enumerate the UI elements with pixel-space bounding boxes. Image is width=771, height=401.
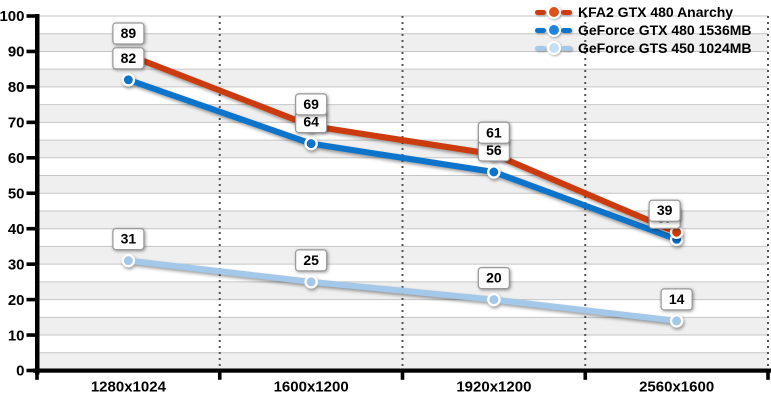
- value-label-geforce-gts-450-1024mb-2560x1600: 14: [660, 288, 693, 311]
- value-label-kfa2-gtx-480-anarchy-1280x1024: 89: [112, 22, 145, 45]
- y-tick-label: 90: [8, 44, 25, 61]
- y-tick-label: 30: [8, 256, 25, 273]
- value-label-text: 56: [486, 142, 502, 158]
- legend-item-geforce-gts-450-1024mb: GeForce GTS 450 1024MB: [535, 39, 752, 57]
- value-label-geforce-gtx-480-1536mb-1280x1024: 82: [112, 47, 145, 70]
- legend-label: KFA2 GTX 480 Anarchy: [578, 4, 734, 20]
- value-label-kfa2-gtx-480-anarchy-1920x1200: 61: [477, 121, 510, 144]
- value-label-geforce-gtx-480-1536mb-1600x1200: 64: [295, 111, 328, 134]
- x-tick: [583, 372, 588, 380]
- value-label-box: [660, 288, 693, 311]
- legend-line-dot-icon: [535, 5, 572, 20]
- y-tick: [26, 49, 35, 54]
- y-tick-label: 50: [8, 185, 25, 202]
- y-tick: [26, 85, 35, 89]
- data-point-geforce-gts-450-1024mb-1280x1024: [121, 253, 136, 268]
- x-tick-label: 1600x1200: [274, 379, 349, 396]
- legend-item-kfa2-gtx-480-anarchy: KFA2 GTX 480 Anarchy: [535, 3, 752, 21]
- value-label-box: [112, 22, 145, 45]
- x-tick: [35, 372, 39, 380]
- y-tick-label: 70: [8, 115, 25, 132]
- y-tick-label: 80: [8, 79, 25, 96]
- data-point-geforce-gts-450-1024mb-2560x1600: [669, 314, 684, 328]
- legend-line-dot-icon: [535, 41, 572, 56]
- value-label-box: [648, 199, 681, 222]
- data-point-geforce-gts-450-1024mb-1600x1200: [304, 275, 318, 289]
- grid-band: [37, 352, 768, 371]
- x-tick: [217, 372, 222, 380]
- y-tick: [26, 262, 35, 266]
- value-label-box: [295, 249, 328, 272]
- data-point-geforce-gtx-480-1536mb-1280x1024: [121, 73, 136, 87]
- x-tick: [766, 372, 770, 380]
- x-tick-label: 1280x1024: [91, 379, 167, 396]
- value-label-box: [477, 267, 510, 290]
- y-tick: [26, 226, 35, 231]
- value-label-text: 82: [121, 50, 137, 66]
- y-tick-label: 40: [8, 221, 25, 238]
- series-geforce-gts-450-1024mb: [121, 253, 684, 328]
- value-label-geforce-gts-450-1024mb-1280x1024: 31: [112, 228, 145, 251]
- value-label-text: 39: [657, 202, 673, 218]
- value-label-text: 20: [486, 270, 502, 286]
- grid-band: [37, 317, 768, 336]
- series-line-geforce-gtx-480-1536mb: [125, 76, 680, 243]
- y-tick: [26, 14, 35, 18]
- series-line-geforce-gts-450-1024mb: [125, 257, 680, 324]
- data-point-geforce-gtx-480-1536mb-1920x1200: [487, 165, 501, 179]
- y-tick: [26, 191, 35, 196]
- x-tick: [400, 372, 405, 380]
- value-label-box: [477, 121, 510, 144]
- data-point-geforce-gts-450-1024mb-1920x1200: [487, 292, 501, 307]
- value-label-box: [112, 228, 145, 251]
- legend-line-dot-icon: [535, 23, 572, 38]
- value-label-text: 61: [486, 124, 502, 140]
- value-label-text: 89: [121, 25, 137, 41]
- legend-label: GeForce GTX 480 1536MB: [578, 22, 752, 38]
- x-tick-label: 2560x1600: [639, 379, 714, 396]
- value-label-box: [295, 93, 328, 116]
- value-label-text: 64: [303, 114, 319, 130]
- value-label-text: 14: [669, 291, 685, 307]
- legend-item-geforce-gtx-480-1536mb: GeForce GTX 480 1536MB: [535, 21, 752, 39]
- series-line-kfa2-gtx-480-anarchy: [125, 51, 680, 236]
- value-label-text: 31: [121, 231, 137, 247]
- value-label-kfa2-gtx-480-anarchy-1600x1200: 69: [295, 93, 328, 116]
- value-label-box: [112, 47, 145, 70]
- value-label-geforce-gts-450-1024mb-1920x1200: 20: [477, 267, 510, 290]
- y-axis-line: [35, 14, 40, 375]
- y-tick-label: 0: [16, 363, 24, 380]
- x-axis-line: [33, 368, 771, 373]
- y-tick-label: 10: [8, 327, 25, 344]
- value-label-text: 69: [303, 96, 319, 112]
- x-tick-label: 1920x1200: [456, 379, 531, 396]
- y-tick: [26, 368, 35, 373]
- value-label-geforce-gts-450-1024mb-1600x1200: 25: [295, 249, 328, 272]
- legend-label: GeForce GTS 450 1024MB: [578, 40, 752, 56]
- y-tick-label: 60: [8, 150, 25, 167]
- y-tick-label: 20: [8, 292, 25, 309]
- series-geforce-gtx-480-1536mb: [121, 73, 684, 247]
- y-tick: [26, 120, 35, 125]
- y-tick: [26, 297, 35, 302]
- legend: KFA2 GTX 480 Anarchy GeForce GTX 480 153…: [535, 3, 752, 57]
- y-tick: [26, 333, 35, 337]
- y-tick-label: 100: [0, 8, 25, 25]
- data-point-geforce-gtx-480-1536mb-1600x1200: [304, 136, 318, 151]
- value-label-text: 25: [303, 252, 319, 268]
- value-label-kfa2-gtx-480-anarchy-2560x1600: 39: [648, 199, 681, 222]
- y-tick: [26, 156, 35, 160]
